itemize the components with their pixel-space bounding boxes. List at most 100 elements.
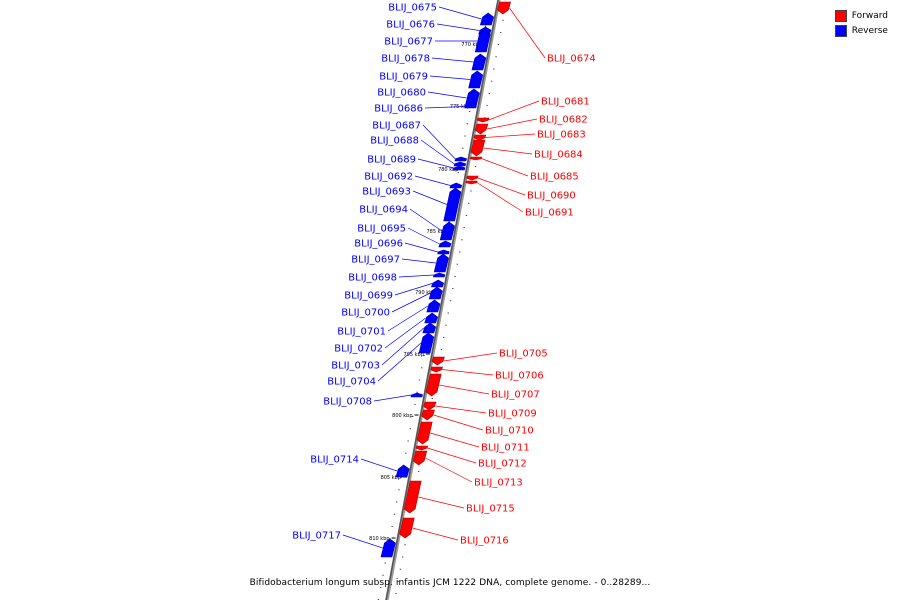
gene-label-blij_0716[interactable]: BLIJ_0716 bbox=[460, 536, 509, 547]
gene-feature-blij_0717[interactable] bbox=[380, 538, 396, 558]
gene-label-blij_0674[interactable]: BLIJ_0674 bbox=[547, 54, 596, 65]
gene-feature-blij_0693[interactable] bbox=[443, 187, 462, 222]
gene-feature-blij_0707[interactable] bbox=[425, 373, 442, 397]
gene-label-blij_0712[interactable]: BLIJ_0712 bbox=[478, 459, 527, 470]
gene-feature-blij_0699[interactable] bbox=[430, 279, 445, 288]
gene-feature-blij_0696[interactable] bbox=[437, 249, 450, 255]
gene-label-blij_0702[interactable]: BLIJ_0702 bbox=[334, 344, 383, 355]
gene-label-blij_0709[interactable]: BLIJ_0709 bbox=[488, 409, 537, 420]
gene-feature-blij_0712[interactable] bbox=[415, 445, 429, 451]
leader-blij_0678 bbox=[431, 57, 474, 63]
gene-feature-blij_0716[interactable] bbox=[399, 517, 415, 539]
gene-labels: BLIJ_0674 BLIJ_0675 BLIJ_0676 BLIJ_0677 BLIJ… bbox=[292, 3, 596, 547]
gene-label-blij_0695[interactable]: BLIJ_0695 bbox=[357, 224, 406, 235]
gene-feature-blij_0706[interactable] bbox=[430, 366, 443, 373]
leader-blij_0689 bbox=[417, 158, 454, 169]
gene-label-blij_0696[interactable]: BLIJ_0696 bbox=[354, 239, 403, 250]
leader-blij_0686 bbox=[424, 106, 466, 109]
gene-label-blij_0677[interactable]: BLIJ_0677 bbox=[384, 37, 433, 48]
gene-label-blij_0690[interactable]: BLIJ_0690 bbox=[527, 191, 576, 202]
gene-label-blij_0705[interactable]: BLIJ_0705 bbox=[499, 349, 548, 360]
gene-label-blij_0693[interactable]: BLIJ_0693 bbox=[362, 187, 411, 198]
gene-feature-blij_0695[interactable] bbox=[438, 240, 452, 248]
gene-feature-blij_0675[interactable] bbox=[479, 12, 494, 26]
gene-label-blij_0699[interactable]: BLIJ_0699 bbox=[344, 291, 393, 302]
gene-label-blij_0681[interactable]: BLIJ_0681 bbox=[541, 97, 590, 108]
gene-feature-blij_0711[interactable] bbox=[416, 421, 433, 445]
gene-label-blij_0707[interactable]: BLIJ_0707 bbox=[491, 390, 540, 401]
gene-label-blij_0679[interactable]: BLIJ_0679 bbox=[379, 72, 428, 83]
gene-feature-blij_0690[interactable] bbox=[466, 175, 479, 181]
gene-feature-blij_0701[interactable] bbox=[426, 299, 441, 313]
gene-label-blij_0700[interactable]: BLIJ_0700 bbox=[341, 308, 390, 319]
gene-label-blij_0710[interactable]: BLIJ_0710 bbox=[485, 426, 534, 437]
gene-feature-blij_0681[interactable] bbox=[476, 117, 490, 123]
gene-feature-blij_0689[interactable] bbox=[452, 165, 466, 171]
gene-label-blij_0704[interactable]: BLIJ_0704 bbox=[327, 377, 376, 388]
gene-label-blij_0714[interactable]: BLIJ_0714 bbox=[310, 455, 359, 466]
leader-blij_0680 bbox=[427, 91, 467, 99]
gene-label-blij_0701[interactable]: BLIJ_0701 bbox=[337, 327, 386, 338]
gene-label-blij_0713[interactable]: BLIJ_0713 bbox=[474, 478, 523, 489]
leader-blij_0712 bbox=[427, 447, 477, 464]
gene-label-blij_0706[interactable]: BLIJ_0706 bbox=[495, 371, 544, 382]
gene-label-blij_0675[interactable]: BLIJ_0675 bbox=[388, 3, 437, 14]
gene-feature-blij_0688[interactable] bbox=[453, 161, 467, 167]
gene-feature-blij_0694[interactable] bbox=[439, 221, 455, 241]
gene-label-blij_0683[interactable]: BLIJ_0683 bbox=[537, 130, 586, 141]
leader-blij_0706 bbox=[441, 369, 494, 376]
gene-label-blij_0685[interactable]: BLIJ_0685 bbox=[530, 172, 579, 183]
gene-feature-blij_0715[interactable] bbox=[403, 480, 422, 514]
gene-feature-blij_0685[interactable] bbox=[469, 156, 483, 161]
gene-feature-blij_0678[interactable] bbox=[471, 53, 487, 71]
gene-label-blij_0684[interactable]: BLIJ_0684 bbox=[534, 150, 583, 161]
leader-blij_0692 bbox=[414, 175, 451, 186]
gene-feature-blij_0686[interactable] bbox=[464, 104, 477, 109]
gene-label-blij_0680[interactable]: BLIJ_0680 bbox=[377, 88, 426, 99]
gene-feature-blij_0710[interactable] bbox=[421, 409, 435, 421]
gene-feature-blij_0680[interactable] bbox=[464, 88, 480, 108]
gene-feature-blij_0683[interactable] bbox=[473, 134, 487, 141]
label-leader-lines bbox=[342, 6, 546, 549]
gene-label-blij_0682[interactable]: BLIJ_0682 bbox=[539, 115, 588, 126]
gene-label-blij_0686[interactable]: BLIJ_0686 bbox=[374, 104, 423, 115]
gene-label-blij_0688[interactable]: BLIJ_0688 bbox=[370, 136, 419, 147]
gene-label-blij_0711[interactable]: BLIJ_0711 bbox=[481, 443, 530, 454]
gene-label-blij_0717[interactable]: BLIJ_0717 bbox=[292, 531, 341, 542]
tick-label: 780 kbp bbox=[438, 167, 458, 173]
gene-label-blij_0689[interactable]: BLIJ_0689 bbox=[367, 155, 416, 166]
gene-feature-blij_0677[interactable] bbox=[474, 29, 491, 53]
gene-feature-blij_0704[interactable] bbox=[418, 332, 435, 354]
gene-feature-blij_0684[interactable] bbox=[470, 139, 486, 157]
gene-label-blij_0687[interactable]: BLIJ_0687 bbox=[372, 121, 421, 132]
gene-label-blij_0694[interactable]: BLIJ_0694 bbox=[359, 205, 408, 216]
gene-feature-blij_0674[interactable] bbox=[497, 1, 511, 15]
gene-feature-blij_0700[interactable] bbox=[428, 286, 443, 300]
leader-blij_0700 bbox=[391, 292, 431, 313]
gene-label-blij_0678[interactable]: BLIJ_0678 bbox=[381, 54, 430, 65]
gene-feature-blij_0703[interactable] bbox=[422, 322, 437, 334]
gene-feature-blij_0682[interactable] bbox=[474, 123, 489, 135]
gene-feature-blij_0691[interactable] bbox=[465, 180, 478, 185]
gene-feature-blij_0697[interactable] bbox=[433, 253, 449, 273]
leader-blij_0690 bbox=[477, 177, 526, 196]
gene-feature-blij_0687[interactable] bbox=[454, 156, 468, 162]
gene-feature-blij_0698[interactable] bbox=[432, 272, 446, 278]
gene-label-blij_0697[interactable]: BLIJ_0697 bbox=[351, 255, 400, 266]
gene-label-blij_0691[interactable]: BLIJ_0691 bbox=[525, 208, 574, 219]
gene-feature-blij_0714[interactable] bbox=[395, 464, 410, 478]
gene-feature-blij_0709[interactable] bbox=[423, 401, 437, 411]
gene-feature-blij_0702[interactable] bbox=[424, 312, 438, 324]
gene-label-blij_0676[interactable]: BLIJ_0676 bbox=[386, 20, 435, 31]
gene-label-blij_0703[interactable]: BLIJ_0703 bbox=[331, 361, 380, 372]
gene-label-blij_0698[interactable]: BLIJ_0698 bbox=[348, 273, 397, 284]
gene-feature-blij_0708[interactable] bbox=[410, 392, 423, 398]
gene-label-blij_0692[interactable]: BLIJ_0692 bbox=[364, 172, 413, 183]
legend-forward: Forward bbox=[834, 8, 888, 23]
gene-feature-blij_0713[interactable] bbox=[412, 450, 428, 466]
gene-feature-blij_0705[interactable] bbox=[431, 356, 445, 366]
gene-label-blij_0715[interactable]: BLIJ_0715 bbox=[466, 504, 515, 515]
gene-label-blij_0708[interactable]: BLIJ_0708 bbox=[323, 397, 372, 408]
gene-feature-blij_0692[interactable] bbox=[449, 182, 463, 189]
gene-feature-blij_0679[interactable] bbox=[468, 70, 484, 89]
